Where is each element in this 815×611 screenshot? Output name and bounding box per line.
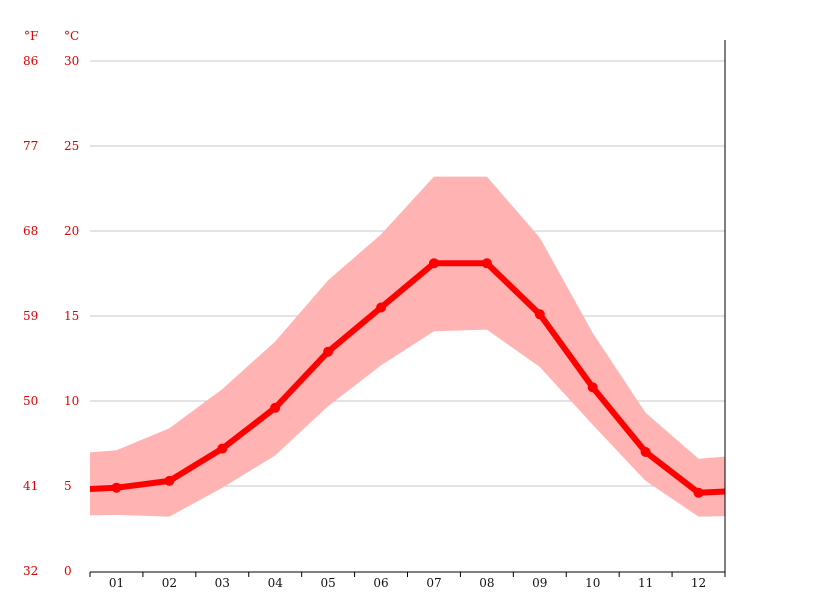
mean-point-01 <box>111 482 122 493</box>
y-tick-celsius: 0 <box>64 564 72 578</box>
x-tick-label: 08 <box>479 576 494 590</box>
x-axis-ticks: 01 02 03 04 05 06 07 08 09 10 11 12 <box>89 572 726 590</box>
x-tick-label: 04 <box>268 576 284 590</box>
y-tick-fahrenheit: 32 <box>23 564 38 578</box>
mean-point-07 <box>428 258 439 269</box>
x-tick-label: 12 <box>691 576 706 590</box>
y-tick-celsius: 5 <box>64 479 72 493</box>
y-tick-celsius: 10 <box>64 394 79 408</box>
mean-point-11 <box>640 447 651 457</box>
x-tick-label: 09 <box>532 576 547 590</box>
y-tick-celsius: 15 <box>64 309 79 323</box>
mean-point-08 <box>481 258 492 269</box>
x-tick-label: 07 <box>426 576 441 590</box>
y-tick-fahrenheit: 41 <box>23 479 38 493</box>
x-tick-label: 11 <box>638 576 653 590</box>
y-tick-labels: 32 0 41 5 50 10 59 15 68 20 77 25 86 30 <box>23 54 79 578</box>
min-max-range-band <box>90 176 725 517</box>
unit-label-fahrenheit: °F <box>24 29 38 43</box>
mean-point-04 <box>270 402 281 413</box>
mean-temperature-line <box>89 260 726 496</box>
mean-point-03 <box>217 443 228 454</box>
mean-point-06 <box>376 302 387 313</box>
x-tick-label: 05 <box>320 576 335 590</box>
y-tick-celsius: 30 <box>64 54 79 68</box>
y-tick-fahrenheit: 86 <box>23 54 38 68</box>
y-tick-fahrenheit: 77 <box>23 139 38 153</box>
y-tick-celsius: 20 <box>64 224 79 238</box>
mean-point-09 <box>534 309 545 320</box>
mean-point-05 <box>323 346 334 357</box>
y-tick-fahrenheit: 59 <box>23 309 38 323</box>
x-tick-label: 02 <box>162 576 177 590</box>
y-tick-fahrenheit: 68 <box>23 224 38 238</box>
x-tick-label: 10 <box>585 576 600 590</box>
x-tick-label: 03 <box>215 576 230 590</box>
y-tick-fahrenheit: 50 <box>23 394 38 408</box>
mean-point-12 <box>693 487 704 498</box>
y-tick-celsius: 25 <box>64 139 79 153</box>
mean-temperature-points <box>111 258 704 498</box>
mean-point-10 <box>587 382 598 393</box>
x-tick-label: 06 <box>373 576 388 590</box>
x-tick-label: 01 <box>109 576 124 590</box>
mean-point-02 <box>164 475 175 486</box>
unit-label-celsius: °C <box>64 29 79 43</box>
